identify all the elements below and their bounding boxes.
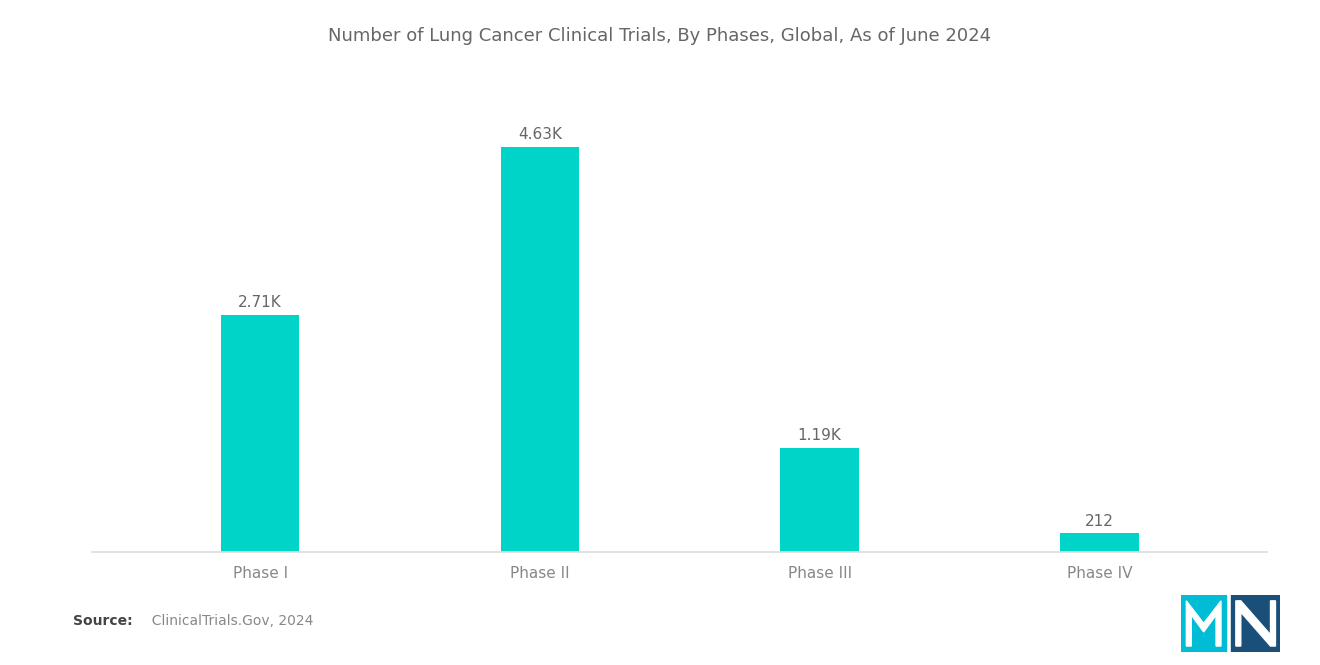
Text: 1.19K: 1.19K [797, 428, 842, 443]
Polygon shape [1187, 601, 1221, 646]
Bar [780, 448, 859, 552]
Text: ClinicalTrials.Gov, 2024: ClinicalTrials.Gov, 2024 [143, 614, 313, 628]
Text: 4.63K: 4.63K [517, 127, 562, 142]
Text: 2.71K: 2.71K [239, 295, 282, 310]
Bar [220, 315, 300, 552]
Bar [1060, 533, 1139, 552]
Text: Number of Lung Cancer Clinical Trials, By Phases, Global, As of June 2024: Number of Lung Cancer Clinical Trials, B… [329, 27, 991, 45]
Polygon shape [1181, 595, 1226, 652]
Polygon shape [1232, 595, 1280, 652]
Bar [500, 147, 579, 552]
Text: Source:: Source: [73, 614, 132, 628]
Text: 212: 212 [1085, 513, 1114, 529]
Polygon shape [1236, 601, 1275, 646]
